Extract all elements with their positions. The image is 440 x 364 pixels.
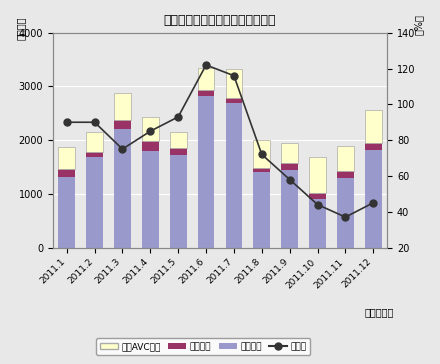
Bar (59, 177, 75, 248)
Bar (86, 157, 103, 248)
Bar (365, 110, 381, 143)
Bar (253, 172, 270, 248)
Bar (142, 141, 159, 151)
前年比 (315, 202, 320, 207)
前年比 (370, 201, 376, 205)
Bar (281, 163, 298, 170)
Text: （年・月）: （年・月） (364, 308, 394, 318)
Bar (59, 147, 75, 169)
Bar (198, 90, 214, 96)
Bar (198, 68, 214, 90)
Legend: カーAVC機器, 音声機器, 映像機器, 前年比: カーAVC機器, 音声機器, 映像機器, 前年比 (96, 339, 310, 355)
前年比 (120, 147, 125, 151)
Bar (253, 167, 270, 172)
前年比 (176, 115, 181, 119)
Bar (337, 146, 354, 171)
Bar (281, 170, 298, 248)
Bar (170, 148, 187, 155)
Bar (309, 193, 326, 199)
Bar (309, 157, 326, 193)
Bar (253, 140, 270, 167)
Bar (226, 98, 242, 103)
Bar (226, 103, 242, 248)
Bar (365, 143, 381, 150)
前年比 (203, 63, 209, 67)
Title: 民生用電子機器国内出荷金額推移: 民生用電子機器国内出荷金額推移 (164, 15, 276, 27)
前年比 (64, 120, 70, 124)
前年比 (148, 129, 153, 133)
Bar (86, 131, 103, 152)
Bar (365, 150, 381, 248)
Y-axis label: （%）: （%） (414, 14, 424, 35)
Bar (337, 171, 354, 178)
Bar (114, 120, 131, 129)
前年比 (287, 177, 292, 182)
Bar (86, 152, 103, 157)
Bar (59, 169, 75, 177)
Bar (170, 131, 187, 148)
Bar (114, 93, 131, 120)
Bar (114, 129, 131, 248)
Bar (309, 199, 326, 248)
前年比 (259, 152, 264, 157)
前年比 (231, 74, 237, 78)
Bar (142, 116, 159, 141)
Bar (198, 96, 214, 248)
Bar (281, 143, 298, 163)
前年比 (92, 120, 97, 124)
Y-axis label: （億円）: （億円） (16, 17, 26, 40)
Bar (170, 155, 187, 248)
Line: 前年比: 前年比 (63, 62, 377, 221)
前年比 (343, 215, 348, 219)
Bar (226, 69, 242, 98)
Bar (337, 178, 354, 248)
Bar (142, 151, 159, 248)
